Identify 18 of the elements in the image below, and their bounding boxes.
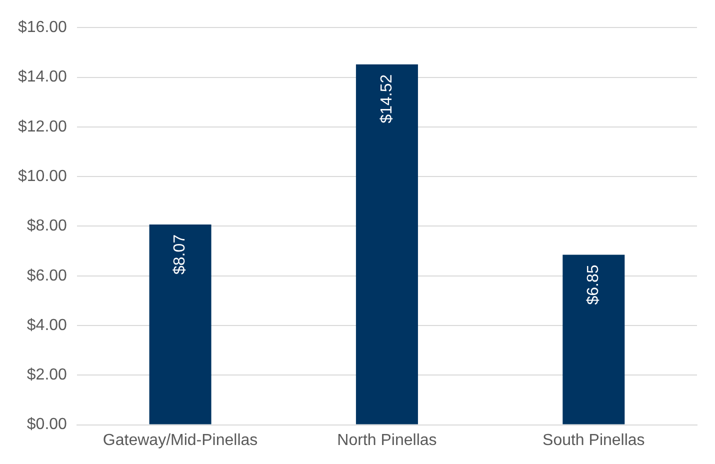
data-label: $14.52: [378, 74, 396, 124]
bar: [562, 254, 625, 424]
y-tick-label: $6.00: [26, 267, 68, 284]
x-tick-label: South Pinellas: [542, 432, 645, 449]
data-label: $6.85: [585, 264, 602, 305]
y-tick-label: $2.00: [26, 366, 68, 384]
y-tick-label: $0.00: [26, 416, 68, 434]
y-tick-label: $10.00: [18, 168, 68, 185]
y-tick-label: $4.00: [26, 316, 68, 334]
data-label: $8.07: [172, 234, 189, 275]
bar: [149, 224, 212, 424]
x-tick-label: Gateway/Mid-Pinellas: [102, 432, 258, 449]
y-tick-label: $14.00: [18, 68, 68, 86]
bar: [356, 64, 418, 424]
y-tick-label: $16.00: [18, 19, 68, 36]
y-tick-label: $8.00: [26, 218, 68, 235]
x-tick-label: North Pinellas: [337, 432, 437, 449]
y-tick-label: $12.00: [18, 118, 68, 136]
